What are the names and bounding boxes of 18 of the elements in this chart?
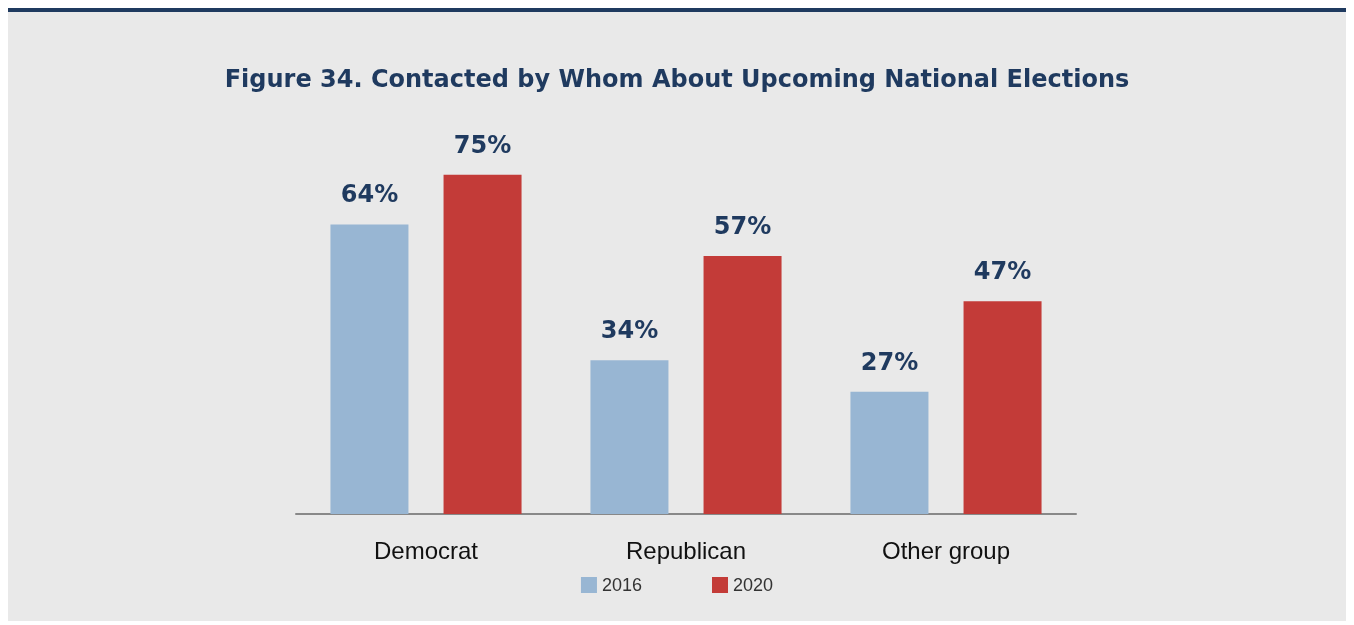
bar [850,391,929,514]
data-label: 57% [713,212,772,241]
legend-label: 2016 [601,575,642,595]
data-label: 64% [340,180,399,209]
legend-label: 2020 [733,575,774,595]
bar [590,360,669,514]
bar [963,301,1042,514]
bar [443,174,522,514]
bar [330,224,409,514]
chart-title: Figure 34. Contacted by Whom About Upcoming National Elections [224,65,1130,93]
data-label: 27% [860,347,919,376]
data-label: 34% [600,316,659,345]
x-tick-label: Republican [625,536,747,564]
bar [703,256,782,514]
x-tick-label: Democrat [373,536,479,564]
data-label: 75% [453,130,512,159]
x-tick-label: Other group [881,536,1011,564]
data-label: 47% [973,257,1032,286]
